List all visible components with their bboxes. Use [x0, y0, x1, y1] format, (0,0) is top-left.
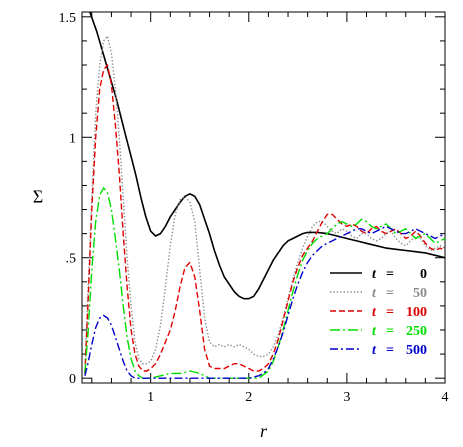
- x-tick-label: 4: [442, 390, 449, 405]
- legend-label-t: t: [372, 305, 377, 320]
- legend-label-value: 100: [406, 305, 427, 320]
- series-line-1: [84, 35, 445, 374]
- y-tick-label: 0: [69, 372, 76, 387]
- legend-label-value: 50: [413, 286, 427, 301]
- y-axis-label: Σ: [33, 187, 43, 207]
- y-tick-label: 1: [69, 131, 76, 146]
- x-tick-label: 2: [245, 390, 252, 405]
- tick-labels: 1 2 3 4 0 .5 1 1.5: [59, 11, 449, 405]
- x-tick-label: 3: [343, 390, 350, 405]
- legend-label-equals: =: [386, 267, 394, 282]
- series-line-0: [89, 12, 445, 300]
- legend-label-equals: =: [386, 305, 394, 320]
- legend-label-value: 500: [406, 343, 427, 358]
- legend: t = 0 t = 50 t = 100 t = 250 t = 500: [330, 267, 427, 358]
- legend-label-equals: =: [386, 343, 394, 358]
- legend-label-t: t: [372, 267, 377, 282]
- legend-label-value: 250: [406, 324, 427, 339]
- plot-frame: [81, 11, 446, 384]
- series-line-2: [84, 64, 445, 374]
- x-tick-label: 1: [147, 390, 154, 405]
- series-line-4: [84, 225, 445, 379]
- plot-border: [81, 11, 446, 384]
- x-axis-label: r: [260, 421, 268, 441]
- legend-label-equals: =: [386, 286, 394, 301]
- series-lines: [84, 12, 445, 379]
- legend-label-t: t: [372, 286, 377, 301]
- legend-label-t: t: [372, 324, 377, 339]
- y-tick-label: 1.5: [59, 11, 77, 26]
- legend-label-equals: =: [386, 324, 394, 339]
- legend-label-value: 0: [420, 267, 427, 282]
- y-tick-label: .5: [66, 252, 77, 267]
- legend-label-t: t: [372, 343, 377, 358]
